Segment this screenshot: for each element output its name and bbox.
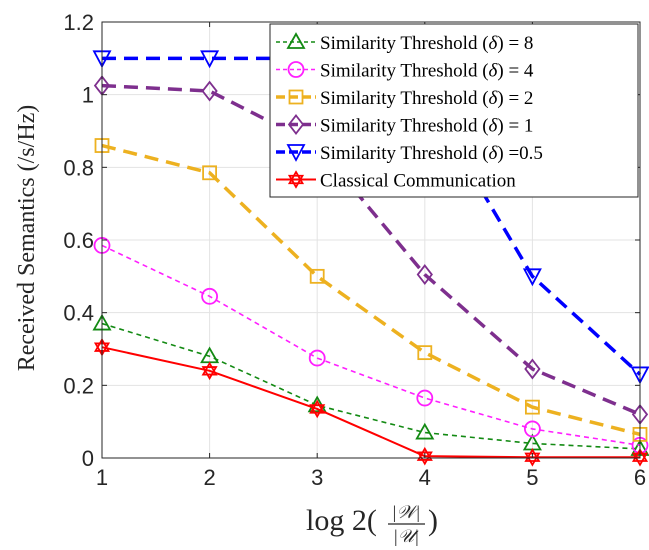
data-point (525, 399, 540, 415)
y-tick-label: 0 (82, 446, 94, 471)
y-tick-label: 0.8 (63, 155, 94, 180)
x-tick-label: 5 (526, 465, 538, 490)
y-tick-label: 0.4 (63, 301, 94, 326)
data-point (201, 80, 218, 102)
data-point (524, 420, 541, 438)
x-tick-label: 3 (311, 465, 323, 490)
x-axis-ticks: 1 2 3 4 5 6 (96, 22, 646, 490)
series-line (101, 83, 641, 417)
legend-item: Similarity Threshold (δ) =0.5 (276, 143, 543, 164)
legend-label: Similarity Threshold (δ) = 4 (320, 61, 534, 82)
legend-item: Similarity Threshold (δ) = 1 (276, 114, 533, 137)
data-point (415, 422, 435, 440)
y-axis-ticks: 0 0.2 0.4 0.6 0.8 1 1.2 (63, 10, 640, 471)
legend-swatch-marker (287, 114, 305, 135)
y-axis-label: Received Semantics (/s/Hz) (14, 105, 40, 372)
data-point (308, 349, 326, 367)
data-point (417, 345, 433, 361)
series-line (101, 143, 641, 437)
x-axis-label-denominator: |𝒰| (393, 526, 419, 546)
legend-swatch-marker (286, 144, 306, 162)
legend-swatch-marker (286, 32, 306, 49)
series-6 (93, 337, 649, 467)
legend: Similarity Threshold (δ) = 8 Similarity T… (269, 23, 639, 198)
legend-label: Similarity Threshold (δ) = 8 (320, 33, 533, 54)
x-tick-label: 2 (203, 465, 215, 490)
legend-item: Classical Communication (276, 170, 516, 192)
legend-label: Similarity Threshold (δ) =0.5 (320, 143, 543, 164)
data-point (524, 358, 541, 380)
data-point (202, 165, 218, 181)
x-tick-label: 1 (96, 465, 108, 490)
legend-item: Similarity Threshold (δ) = 2 (276, 88, 533, 109)
data-point (416, 389, 434, 407)
y-tick-label: 1.2 (63, 10, 94, 35)
series-line (101, 244, 641, 447)
data-point (309, 268, 325, 284)
x-axis-label: log 2( |𝒲| |𝒰| ) (306, 502, 438, 546)
legend-box (269, 23, 639, 198)
data-point (201, 361, 218, 381)
legend-label: Classical Communication (320, 171, 516, 192)
y-tick-label: 1 (82, 83, 94, 108)
data-point (200, 50, 220, 69)
data-point (522, 268, 542, 287)
x-axis-label-suffix: ) (428, 504, 438, 537)
x-axis-label-numerator: |𝒲| (392, 502, 421, 522)
x-tick-label: 4 (419, 465, 431, 490)
legend-swatch-marker (287, 170, 305, 189)
data-point (201, 287, 219, 305)
y-tick-label: 0.2 (63, 373, 94, 398)
series-2 (93, 237, 649, 454)
legend-label: Similarity Threshold (δ) = 2 (320, 88, 533, 109)
y-tick-label: 0.6 (63, 228, 94, 253)
x-tick-label: 6 (634, 465, 646, 490)
series-line (101, 322, 641, 450)
legend-item: Similarity Threshold (δ) = 4 (276, 61, 534, 82)
legend-swatch-marker (288, 89, 304, 105)
series-line (101, 346, 640, 459)
x-axis-label-prefix: log 2( (306, 504, 377, 537)
data-point (309, 399, 326, 419)
legend-item: Similarity Threshold (δ) = 8 (276, 32, 533, 54)
legend-swatch-marker (287, 61, 305, 78)
legend-label: Similarity Threshold (δ) = 1 (320, 116, 533, 137)
data-point (416, 264, 433, 285)
